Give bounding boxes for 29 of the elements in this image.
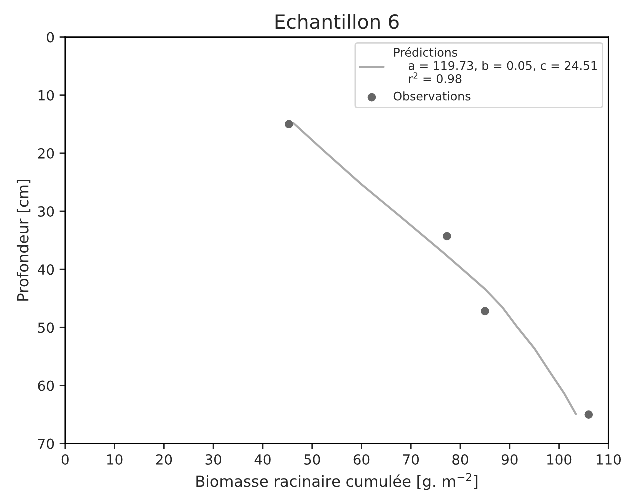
x-tick-label: 20 bbox=[156, 454, 172, 465]
y-tick-label: 0 bbox=[47, 32, 54, 43]
point bbox=[284, 120, 294, 129]
y-tick-label: 50 bbox=[38, 322, 54, 334]
x-tick-label: 100 bbox=[548, 454, 572, 465]
y-tick-label: 60 bbox=[38, 380, 54, 392]
x-tick-label: 40 bbox=[254, 454, 271, 465]
y-tick-label: 40 bbox=[38, 264, 54, 276]
point bbox=[584, 410, 594, 419]
x-tick-label: 10 bbox=[107, 454, 123, 465]
y-tick-label: 20 bbox=[38, 148, 54, 159]
x-axis-title: Biomasse racinaire cumulée [g. m$^{−2}$] bbox=[196, 473, 478, 490]
chart-title: Echantillon 6 bbox=[276, 14, 399, 30]
x-tick-label: 90 bbox=[502, 454, 518, 465]
y-axis-title: Profondeur [cm] bbox=[16, 180, 31, 301]
x-tick-label: 0 bbox=[62, 454, 69, 465]
legend-label: Observations bbox=[394, 92, 471, 101]
legend-label: Prédictions a = 119.73, b = 0.05, c = 24.51 r$^{2}$ = 0.98 bbox=[394, 47, 597, 84]
x-tick-label: 70 bbox=[403, 454, 420, 465]
point bbox=[443, 232, 452, 241]
y-tick-label: 70 bbox=[38, 438, 54, 450]
point bbox=[481, 307, 490, 316]
x-tick-label: 110 bbox=[596, 454, 622, 465]
y-tick-label: 10 bbox=[38, 90, 54, 101]
x-tick-label: 60 bbox=[354, 454, 370, 465]
x-tick-label: 80 bbox=[452, 454, 468, 465]
x-tick-label: 50 bbox=[304, 454, 320, 465]
y-tick-label: 30 bbox=[38, 206, 54, 217]
x-tick-label: 30 bbox=[206, 454, 222, 465]
